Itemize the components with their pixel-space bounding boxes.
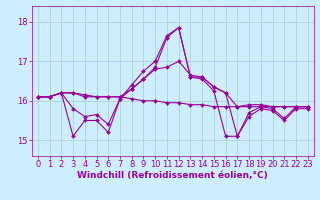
X-axis label: Windchill (Refroidissement éolien,°C): Windchill (Refroidissement éolien,°C)	[77, 171, 268, 180]
